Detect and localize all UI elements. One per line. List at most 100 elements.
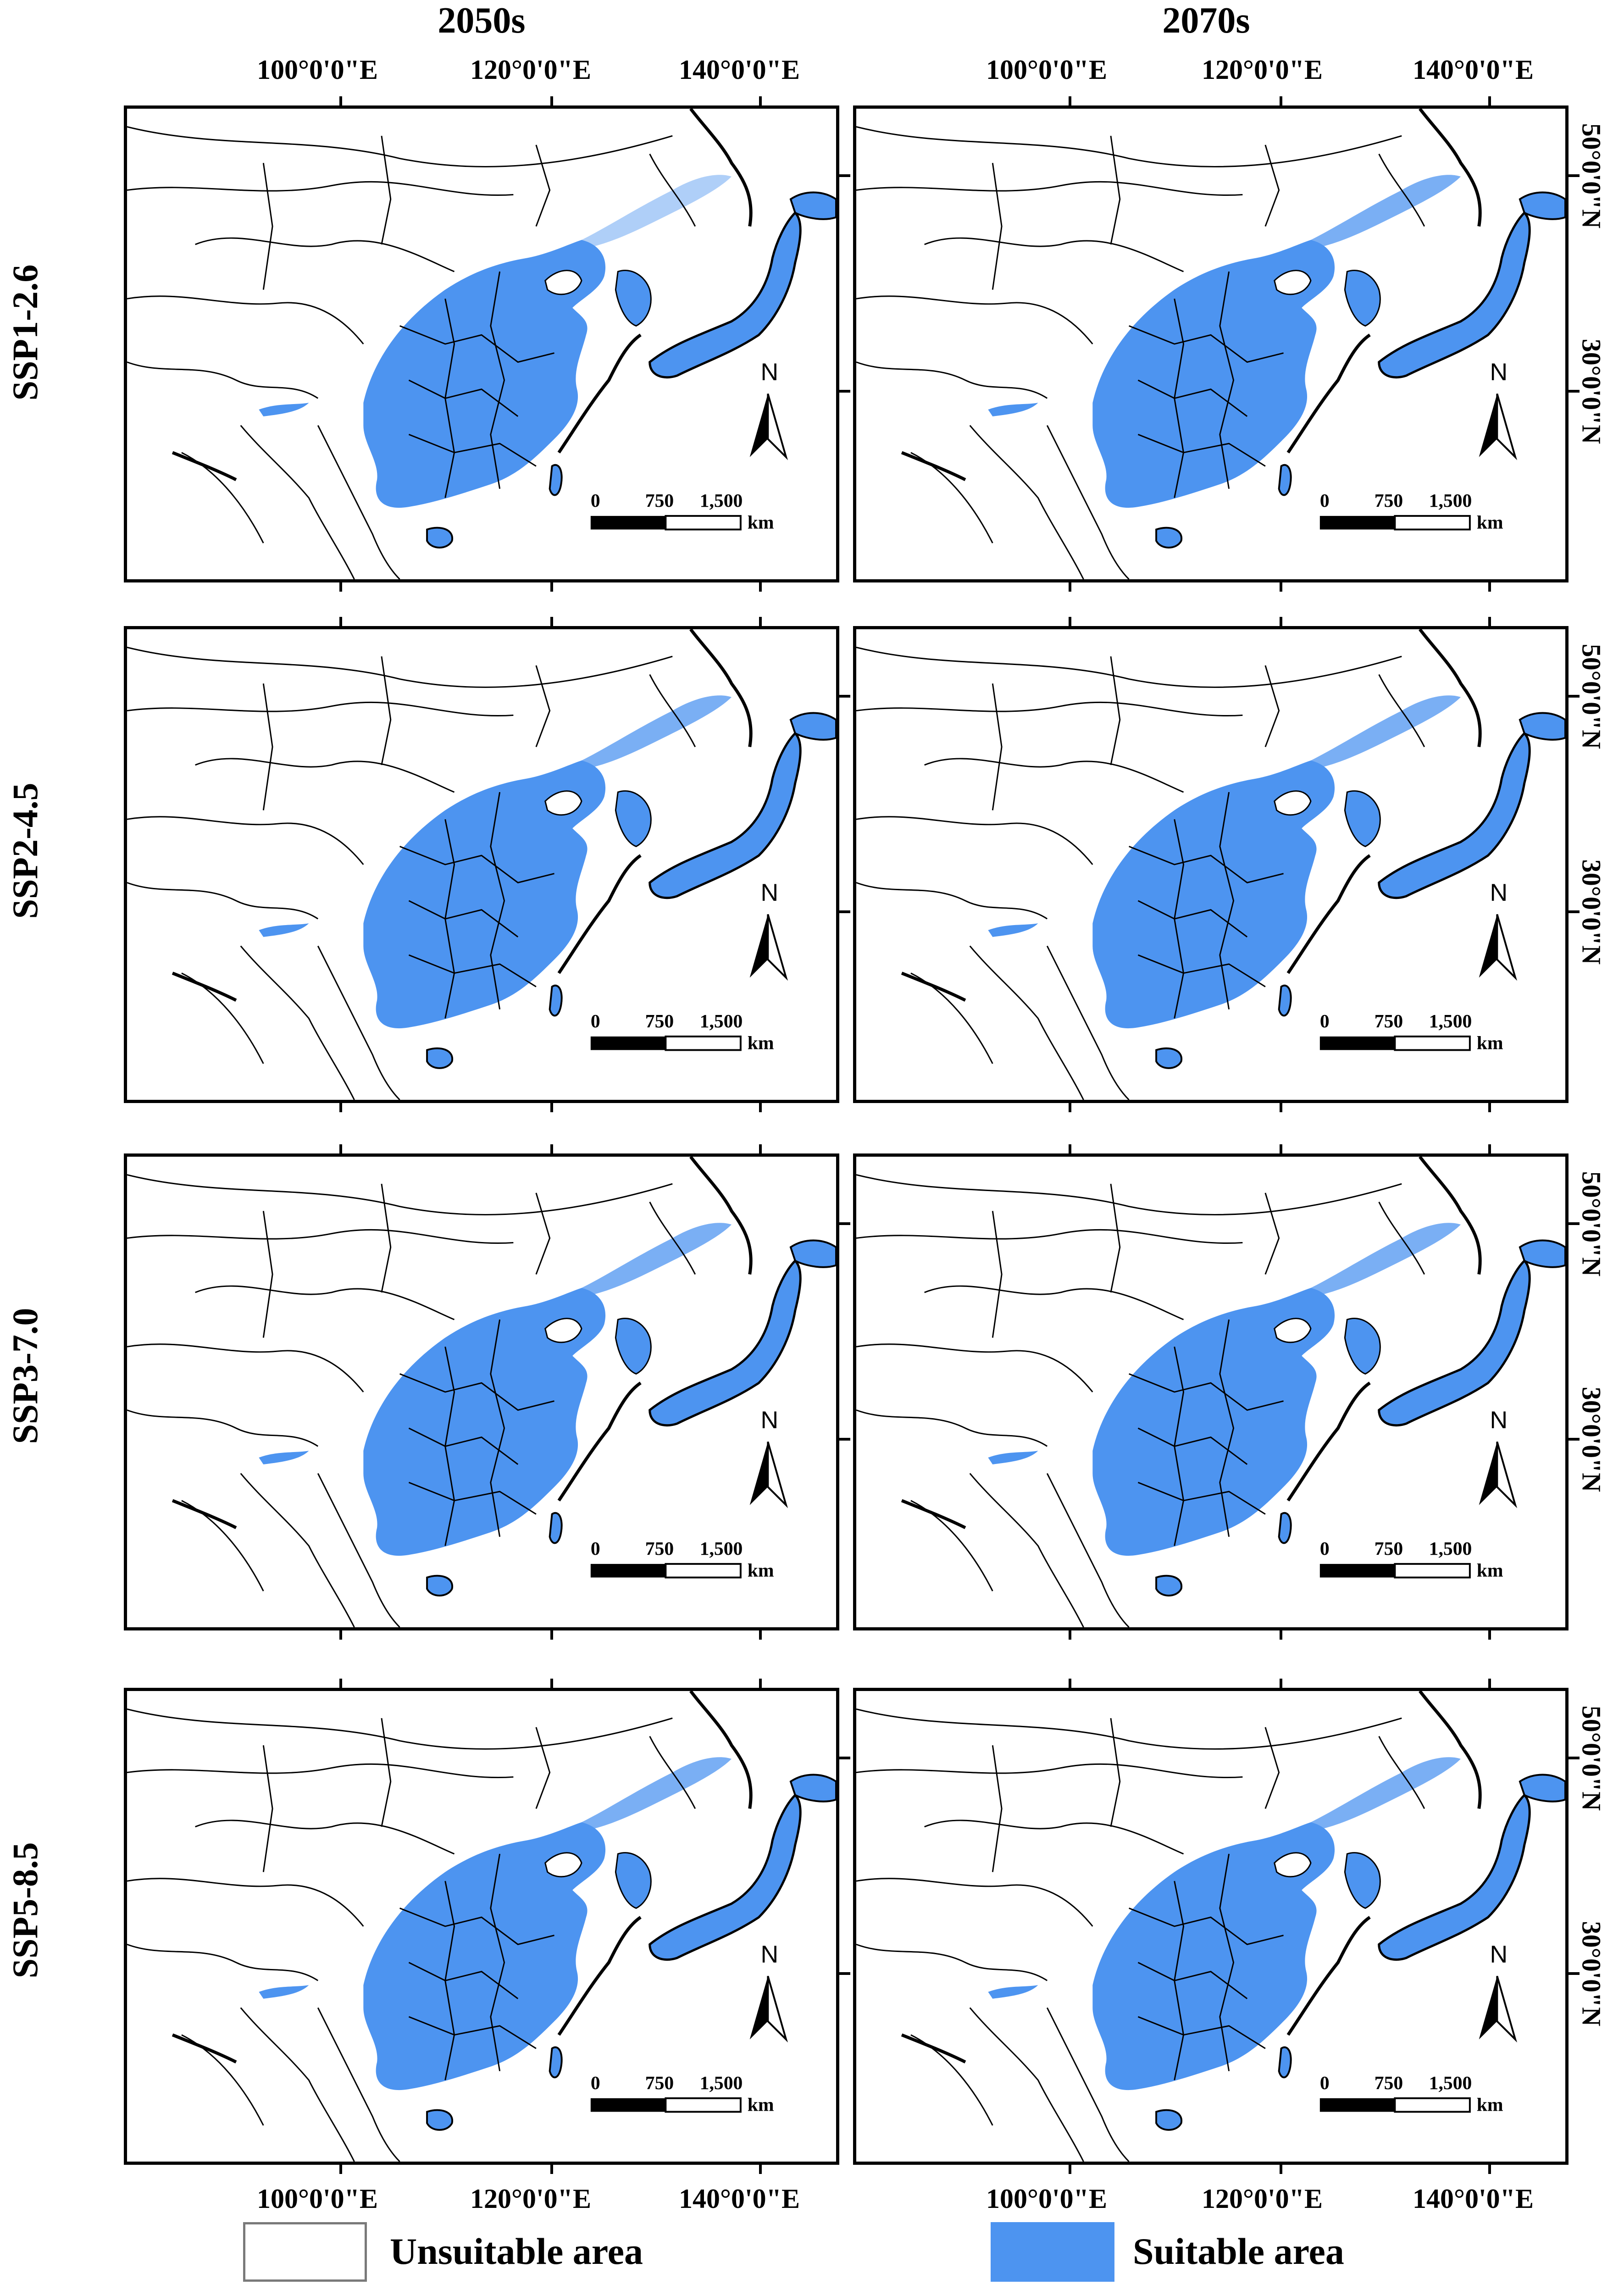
scale-max-label: 1,500 [700,2072,743,2093]
scale-zero-label: 0 [591,490,600,511]
admin-border [856,1878,1093,1927]
lat-tick [839,1222,850,1225]
admin-border [399,1373,554,1411]
lon-tick [550,2165,553,2174]
lon-label-top-right-100: 100°0'0"E [986,55,1107,85]
lat-tick [1569,1222,1580,1225]
admin-border [649,153,696,227]
scale-bar-white [665,1563,742,1579]
scale-bar-white [665,1035,742,1051]
scale-bar-black [590,1036,666,1050]
admin-border [856,1409,1048,1447]
scale-bar-black [590,2098,666,2112]
admin-border [408,1481,537,1515]
admin-border [1378,1201,1425,1275]
north-label: N [1490,359,1508,386]
admin-border [856,126,1402,167]
admin-border [381,1183,392,1293]
admin-border [127,816,364,865]
lon-tick [1069,1144,1071,1153]
lon-tick [1280,1103,1282,1112]
suitable-area-hainan [1155,2109,1183,2131]
bohai-sea [544,270,582,295]
suitable-area-japan [648,732,802,899]
scale-bar-white [665,515,742,531]
lon-tick [1488,1630,1491,1640]
admin-border [992,163,1003,290]
admin-border [240,2007,355,2162]
admin-border [1264,665,1280,748]
north-arrow-outline-icon [767,1441,788,1508]
lon-tick [1280,1144,1282,1153]
scale-mid-label: 750 [645,490,674,511]
scale-bar-white [1394,1563,1471,1579]
admin-border [856,882,1048,920]
suitable-area-hainan [1155,1047,1183,1069]
coastline [172,1157,753,1530]
lat-tick [839,1757,850,1759]
admin-border [262,683,273,810]
suitable-area-hainan [426,1047,454,1069]
legend-suitable-label: Suitable area [1133,2230,1344,2272]
suitable-area-northeast [1311,175,1461,249]
lat-label-30n: 30°0'0"N [1576,859,1607,965]
scale-zero-label: 0 [591,1010,600,1031]
lat-tick [839,1972,850,1975]
scale-max-label: 1,500 [700,1538,743,1559]
lon-tick [550,1144,553,1153]
scale-max-label: 1,500 [700,490,743,511]
scale-bar-black [1319,1564,1395,1578]
scale-bar-white [1394,1035,1471,1051]
lon-tick [339,617,342,626]
suitable-area-hokkaido [1519,1774,1565,1802]
scale-unit-label: km [748,2094,774,2115]
bohai-sea [544,1318,582,1343]
admin-border [1174,1881,1185,2080]
north-arrow-icon [1479,394,1497,457]
lon-tick [1280,1630,1282,1640]
admin-border [195,237,455,272]
suitable-area-korea [615,1318,652,1375]
admin-border [381,656,392,765]
lon-label-bottom-right-140: 140°0'0"E [1413,2184,1534,2214]
north-label: N [760,879,778,906]
admin-border [649,1201,696,1275]
lat-tick [839,1438,850,1441]
admin-border [127,1878,364,1927]
lat-tick [839,910,850,913]
lon-tick [339,1103,342,1112]
admin-border [856,1229,1243,1244]
suitable-area-taiwan [549,1512,563,1544]
admin-border [910,2034,993,2126]
admin-border [399,846,554,884]
suitable-area-japan [1378,1793,1531,1961]
lat-tick [1569,1757,1580,1759]
admin-border [195,758,455,793]
admin-border [856,361,1048,399]
admin-border [381,135,392,245]
lon-tick [1280,96,1282,105]
admin-border [535,1192,551,1275]
lon-tick [550,1103,553,1112]
admin-border [1137,433,1266,467]
admin-border [408,1962,519,2000]
scale-zero-label: 0 [1320,1010,1330,1031]
scale-zero-label: 0 [1320,1538,1330,1559]
legend-unsuitable-swatch [243,2222,367,2282]
suitable-area-korea [615,270,652,327]
scale-bar-white [1394,515,1471,531]
map-panel-ssp2-4.5-2050s: 0 750 1,500 km N [124,626,839,1103]
admin-border [1264,1192,1280,1275]
admin-border [856,1763,1243,1778]
suitable-area-japan [648,211,802,379]
suitable-area-hainan [1155,1575,1183,1597]
lon-tick [1488,582,1491,592]
admin-border [856,1708,1402,1750]
admin-border [1046,425,1130,579]
lon-tick [759,96,762,105]
map-panel-ssp3-7.0-2050s: 0 750 1,500 km N [124,1153,839,1630]
admin-border [969,2007,1084,2162]
lon-tick [1488,96,1491,105]
scale-max-label: 1,500 [700,1010,743,1031]
admin-border [381,1718,392,1827]
